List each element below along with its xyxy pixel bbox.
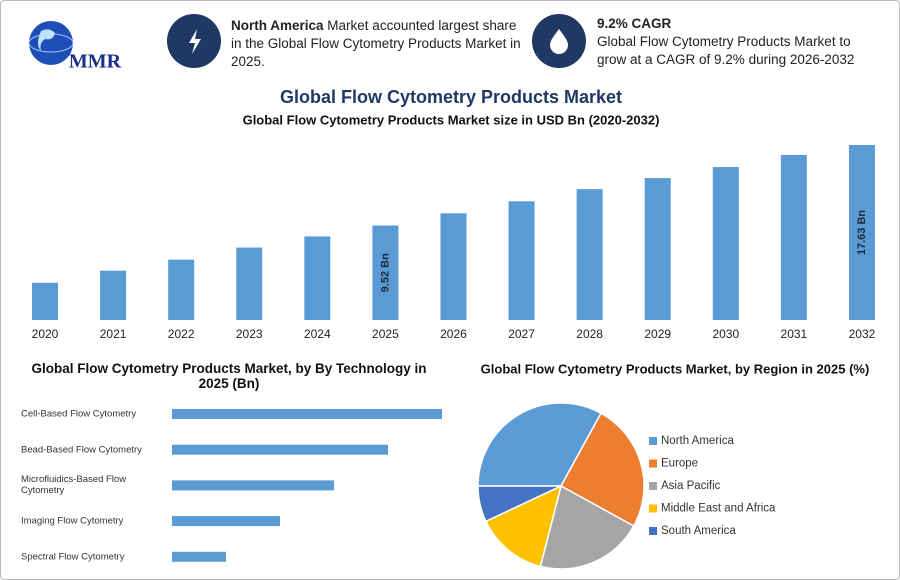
y-tick-label: Bead-Based Flow Cytometry: [21, 444, 142, 456]
x-tick-label: 2020: [32, 327, 59, 341]
chart-title: Global Flow Cytometry Products Market, b…: [481, 361, 870, 376]
bar: [644, 178, 671, 320]
bar: [236, 247, 263, 320]
legend-swatch: [649, 504, 657, 513]
page-title: Global Flow Cytometry Products Market: [280, 87, 622, 107]
x-tick-label: 2025: [372, 327, 399, 341]
info-card: 9.2% CAGR Global Flow Cytometry Products …: [597, 15, 877, 69]
x-tick-label: 2029: [644, 327, 671, 341]
pie-slice: [539, 484, 635, 570]
bar: [172, 480, 334, 491]
data-label: 17.63 Bn: [856, 210, 868, 256]
info-card: North America Market accounted largest s…: [231, 17, 521, 71]
pie-slice: [484, 484, 563, 568]
pie-slice: [477, 402, 603, 487]
y-tick-label: Imaging Flow Cytometry: [21, 515, 124, 527]
x-tick-label: 2021: [100, 327, 127, 341]
bar: [32, 282, 58, 320]
x-tick-label: 2027: [508, 327, 535, 341]
bar: [712, 167, 739, 320]
pie-slice: [559, 412, 645, 528]
legend-swatch: [649, 527, 657, 535]
bar: [168, 259, 195, 320]
bar: [440, 213, 467, 320]
legend-swatch: [649, 437, 657, 445]
x-tick-label: 2026: [440, 327, 467, 341]
bar: [100, 270, 127, 320]
x-tick-label: 2031: [781, 327, 808, 341]
bar: [848, 145, 875, 320]
x-tick-label: 2023: [236, 327, 263, 341]
legend-swatch: [649, 459, 657, 468]
icon-drop: [550, 29, 568, 54]
bar: [172, 551, 226, 562]
legend-label: Middle East and Africa: [661, 503, 776, 515]
card-text: Market accounted largest share in the Gl…: [231, 18, 521, 69]
y-tick-label: Spectral Flow Cytometry: [21, 551, 125, 563]
legend-label: Asia Pacific: [661, 480, 721, 492]
card-title: 9.2% CAGR: [597, 16, 672, 31]
bar: [304, 236, 331, 320]
legend-label: South America: [661, 525, 736, 537]
logo: MMR: [28, 21, 122, 73]
chart-title: Global Flow Cytometry Products Market, b…: [31, 361, 427, 391]
x-tick-label: 2032: [849, 327, 876, 341]
y-tick-label: Cell-Based Flow Cytometry: [21, 408, 137, 420]
icon-bolt: [189, 29, 201, 54]
legend-swatch: [649, 482, 657, 490]
legend-label: North America: [661, 435, 734, 447]
bar: [172, 444, 388, 455]
legend-label: Europe: [661, 458, 698, 470]
logo-text: MMR: [69, 51, 122, 73]
data-label: 9.52 Bn: [379, 253, 391, 292]
x-tick-label: 2028: [576, 327, 603, 341]
bar: [172, 516, 280, 527]
x-tick-label: 2024: [304, 327, 331, 341]
bar: [172, 409, 442, 419]
bar: [780, 154, 807, 320]
bar: [508, 201, 535, 320]
y-tick-label: Microfluidics-Based Flow Cytometry: [21, 474, 127, 497]
card-title: North America: [231, 18, 324, 33]
pie-slice: [477, 485, 562, 523]
bar: [576, 189, 603, 320]
chart-title: Global Flow Cytometry Products Market si…: [243, 112, 660, 127]
bar: [372, 225, 399, 320]
x-tick-label: 2022: [168, 327, 195, 341]
x-tick-label: 2030: [712, 327, 739, 341]
card-text: Global Flow Cytometry Products Market to…: [597, 34, 855, 67]
